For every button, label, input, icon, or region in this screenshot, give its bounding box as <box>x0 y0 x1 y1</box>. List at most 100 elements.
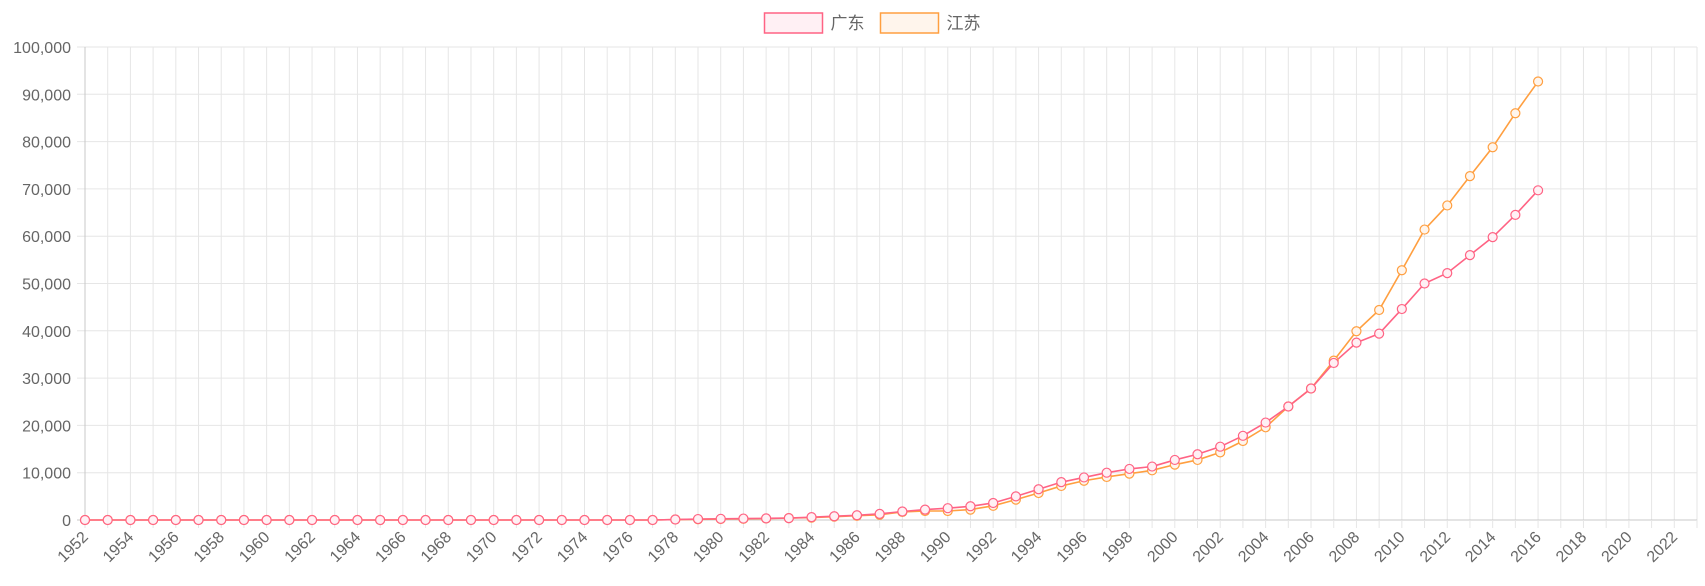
data-point[interactable] <box>306 514 318 526</box>
data-point[interactable] <box>1442 200 1453 211</box>
data-point[interactable] <box>465 514 477 526</box>
data-point[interactable] <box>556 514 567 526</box>
data-point[interactable] <box>647 514 658 526</box>
data-point[interactable] <box>829 511 840 522</box>
x-tick-label: 1964 <box>327 529 364 566</box>
data-point[interactable] <box>579 514 590 526</box>
y-tick-label: 40,000 <box>22 324 71 341</box>
data-point[interactable] <box>1532 76 1544 87</box>
y-tick-label: 70,000 <box>22 182 71 199</box>
data-point[interactable] <box>238 514 250 526</box>
data-point[interactable] <box>874 508 885 519</box>
x-tick-label: 1988 <box>872 529 909 566</box>
legend: 广东 江苏 <box>763 12 981 34</box>
data-point[interactable] <box>375 514 386 526</box>
data-point[interactable] <box>533 514 545 526</box>
data-point[interactable] <box>125 514 136 526</box>
legend-swatch <box>763 12 824 34</box>
data-point[interactable] <box>692 513 704 525</box>
x-tick-label: 2022 <box>1644 529 1681 566</box>
data-point[interactable] <box>397 514 408 526</box>
x-tick-label: 1952 <box>55 529 92 566</box>
data-point[interactable] <box>170 514 181 526</box>
data-point[interactable] <box>488 514 499 526</box>
x-tick-label: 1960 <box>236 529 273 566</box>
x-tick-label: 1986 <box>827 529 864 566</box>
data-point[interactable] <box>1328 357 1339 369</box>
legend-item-0[interactable]: 广东 <box>763 12 865 34</box>
data-point[interactable] <box>193 514 204 526</box>
data-point[interactable] <box>1374 304 1385 316</box>
data-point[interactable] <box>511 514 522 526</box>
data-point[interactable] <box>715 513 726 524</box>
data-point[interactable] <box>1419 224 1430 235</box>
y-tick-label: 20,000 <box>22 418 71 435</box>
data-point[interactable] <box>1351 326 1362 337</box>
data-point[interactable] <box>1464 250 1476 261</box>
x-tick-label: 1972 <box>509 529 546 566</box>
x-tick-label: 2000 <box>1144 529 1181 566</box>
data-point[interactable] <box>352 514 363 526</box>
data-point[interactable] <box>1442 267 1453 279</box>
data-point[interactable] <box>329 514 340 526</box>
data-point[interactable] <box>1146 461 1158 472</box>
data-point[interactable] <box>806 512 817 523</box>
data-point[interactable] <box>1124 463 1135 475</box>
x-tick-label: 1992 <box>963 529 1000 566</box>
data-point[interactable] <box>942 503 953 514</box>
data-point[interactable] <box>1510 108 1521 119</box>
data-point[interactable] <box>624 514 636 526</box>
series-points <box>79 76 1544 526</box>
data-point[interactable] <box>148 514 159 526</box>
data-point[interactable] <box>602 514 613 526</box>
data-point[interactable] <box>1464 171 1476 182</box>
data-point[interactable] <box>102 514 113 526</box>
data-point[interactable] <box>1237 430 1249 441</box>
data-point[interactable] <box>261 514 272 526</box>
x-tick-label: 1990 <box>917 529 954 566</box>
data-point[interactable] <box>1101 467 1112 478</box>
data-point[interactable] <box>1487 232 1498 243</box>
y-tick-label: 100,000 <box>13 40 71 57</box>
data-point[interactable] <box>1351 337 1362 348</box>
data-point[interactable] <box>1215 441 1226 452</box>
data-point[interactable] <box>738 513 749 524</box>
data-point[interactable] <box>988 497 999 509</box>
data-point[interactable] <box>783 513 794 524</box>
data-point[interactable] <box>1078 472 1090 483</box>
data-point[interactable] <box>670 514 681 525</box>
x-tick-label: 2018 <box>1553 529 1590 566</box>
data-point[interactable] <box>851 510 863 521</box>
axes: 0 10,000 20,000 30,000 40,000 50,000 60,000 70,… <box>13 40 1698 566</box>
x-tick-label: 1968 <box>418 529 455 566</box>
data-point[interactable] <box>1374 328 1385 339</box>
data-point[interactable] <box>965 501 976 512</box>
data-point[interactable] <box>897 506 908 517</box>
data-point[interactable] <box>1056 477 1067 488</box>
data-point[interactable] <box>761 513 772 524</box>
data-point[interactable] <box>1396 303 1407 315</box>
data-point[interactable] <box>1192 449 1203 460</box>
data-point[interactable] <box>79 514 91 526</box>
data-point[interactable] <box>1419 278 1430 289</box>
legend-item-1[interactable]: 江苏 <box>879 12 981 34</box>
data-point[interactable] <box>1283 401 1294 412</box>
x-tick-label: 2008 <box>1326 529 1363 566</box>
data-point[interactable] <box>1305 383 1317 394</box>
data-point[interactable] <box>216 514 227 526</box>
data-point[interactable] <box>1532 185 1544 196</box>
x-tick-label: 2020 <box>1599 529 1636 566</box>
data-point[interactable] <box>1169 454 1180 466</box>
x-tick-label: 1958 <box>191 529 228 566</box>
data-point[interactable] <box>1033 484 1044 495</box>
data-point[interactable] <box>1010 491 1021 502</box>
data-point[interactable] <box>284 514 295 526</box>
x-tick-label: 1980 <box>690 529 727 566</box>
data-point[interactable] <box>1487 142 1498 153</box>
data-point[interactable] <box>443 514 454 526</box>
data-point[interactable] <box>420 514 431 526</box>
data-point[interactable] <box>1396 265 1407 276</box>
data-point[interactable] <box>919 504 931 515</box>
data-point[interactable] <box>1260 417 1271 428</box>
data-point[interactable] <box>1510 209 1521 221</box>
